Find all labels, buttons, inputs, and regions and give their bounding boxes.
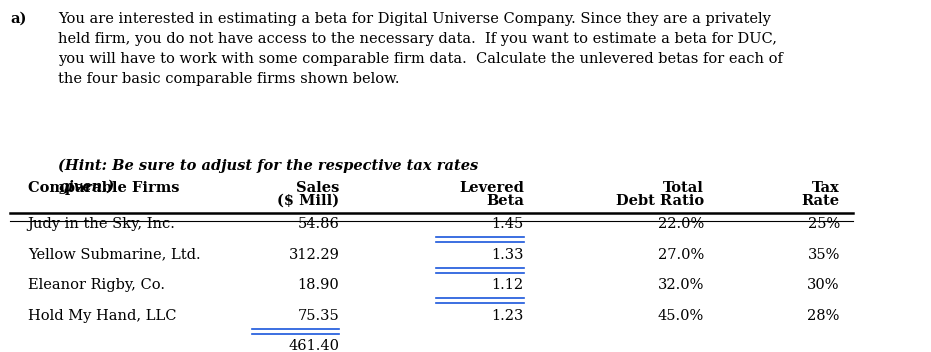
Text: 30%: 30% (807, 278, 840, 292)
Text: Total: Total (663, 181, 704, 195)
Text: Tax: Tax (812, 181, 840, 195)
Text: a): a) (10, 12, 27, 26)
Text: Hold My Hand, LLC: Hold My Hand, LLC (28, 309, 176, 323)
Text: 1.23: 1.23 (492, 309, 524, 323)
Text: 22.0%: 22.0% (657, 217, 704, 231)
Text: 28%: 28% (807, 309, 840, 323)
Text: 75.35: 75.35 (298, 309, 340, 323)
Text: Levered: Levered (459, 181, 524, 195)
Text: ($ Mill): ($ Mill) (277, 194, 340, 208)
Text: Judy in the Sky, Inc.: Judy in the Sky, Inc. (28, 217, 176, 231)
Text: 45.0%: 45.0% (657, 309, 704, 323)
Text: 1.45: 1.45 (492, 217, 524, 231)
Text: Rate: Rate (802, 194, 840, 208)
Text: 18.90: 18.90 (298, 278, 340, 292)
Text: 25%: 25% (807, 217, 840, 231)
Text: 27.0%: 27.0% (657, 248, 704, 262)
Text: 35%: 35% (807, 248, 840, 262)
Text: 32.0%: 32.0% (657, 278, 704, 292)
Text: 461.40: 461.40 (289, 339, 340, 352)
Text: Debt Ratio: Debt Ratio (615, 194, 704, 208)
Text: 312.29: 312.29 (289, 248, 340, 262)
Text: You are interested in estimating a beta for Digital Universe Company. Since they: You are interested in estimating a beta … (59, 12, 783, 86)
Text: 54.86: 54.86 (298, 217, 340, 231)
Text: 1.12: 1.12 (492, 278, 524, 292)
Text: Eleanor Rigby, Co.: Eleanor Rigby, Co. (28, 278, 165, 292)
Text: Yellow Submarine, Ltd.: Yellow Submarine, Ltd. (28, 248, 200, 262)
Text: Comparable Firms: Comparable Firms (28, 181, 180, 195)
Text: 1.33: 1.33 (492, 248, 524, 262)
Text: Sales: Sales (296, 181, 340, 195)
Text: (Hint: Be sure to adjust for the respective tax rates
given.): (Hint: Be sure to adjust for the respect… (59, 159, 479, 194)
Text: Beta: Beta (486, 194, 524, 208)
